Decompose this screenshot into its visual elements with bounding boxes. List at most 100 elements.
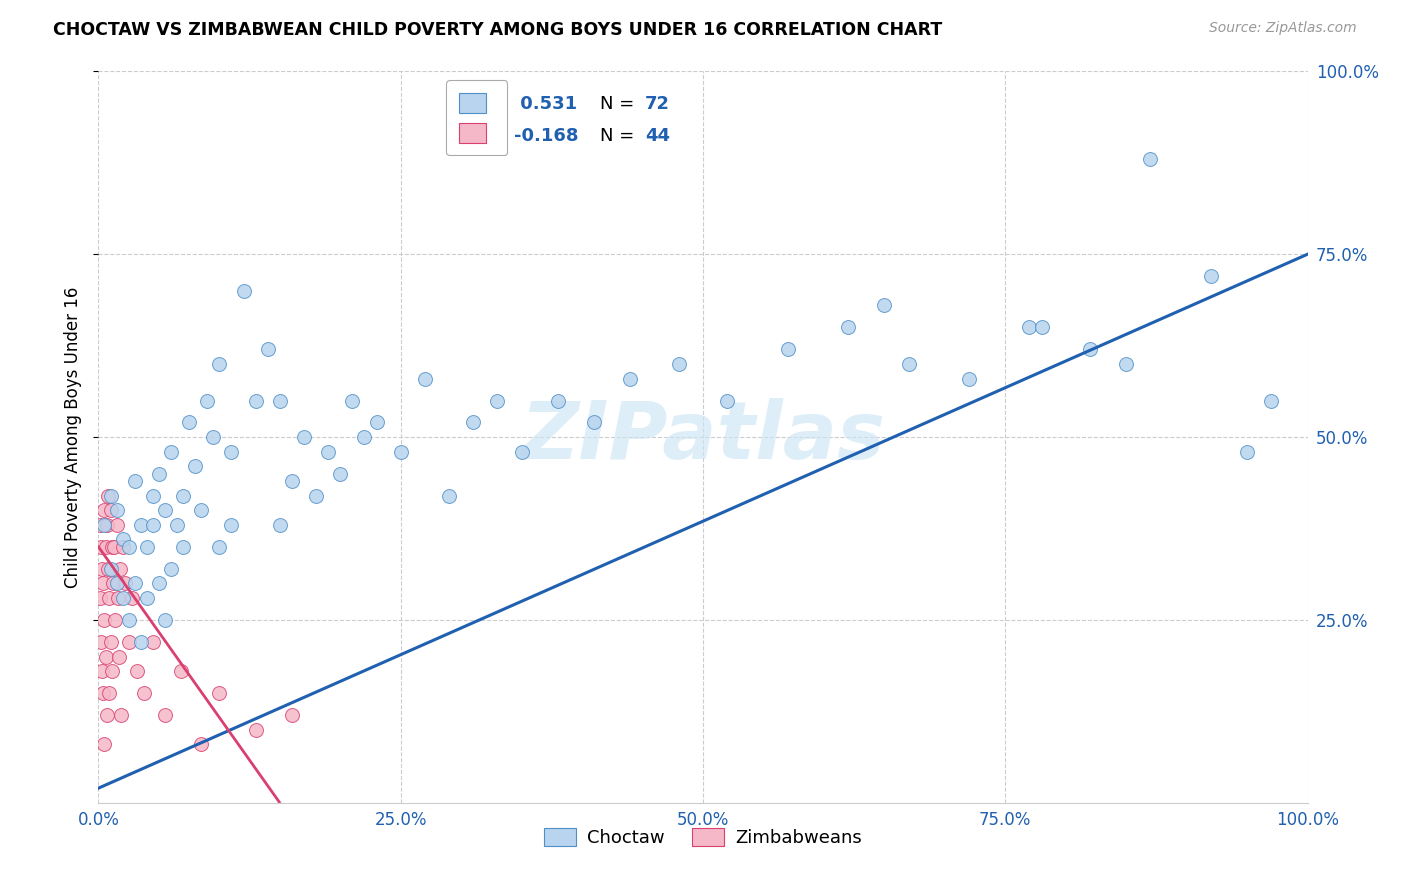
Point — [256, 343, 278, 357]
Point — [142, 635, 165, 649]
Text: 44: 44 — [645, 127, 671, 145]
Point — [100, 635, 122, 649]
Point — [89, 517, 111, 532]
Point — [463, 416, 485, 430]
Text: 0.531: 0.531 — [515, 95, 578, 113]
Point — [389, 444, 412, 458]
Text: R =: R = — [471, 95, 510, 113]
Point — [202, 430, 225, 444]
Point — [94, 649, 117, 664]
Point — [96, 708, 118, 723]
Point — [100, 664, 122, 678]
Point — [1199, 269, 1222, 284]
Point — [160, 444, 183, 458]
Point — [94, 540, 117, 554]
Point — [96, 517, 118, 532]
Point — [208, 540, 231, 554]
Point — [437, 489, 460, 503]
Point — [135, 591, 157, 605]
Point — [97, 489, 120, 503]
Point — [269, 393, 291, 408]
Point — [90, 540, 112, 554]
Point — [124, 474, 146, 488]
Point — [101, 576, 124, 591]
Point — [510, 444, 533, 458]
Point — [142, 489, 165, 503]
Point — [1031, 320, 1053, 334]
Point — [118, 635, 141, 649]
Point — [1078, 343, 1101, 357]
Point — [100, 540, 122, 554]
Point — [873, 298, 896, 312]
Text: 72: 72 — [645, 95, 671, 113]
Text: ZIPatlas: ZIPatlas — [520, 398, 886, 476]
Point — [1115, 357, 1137, 371]
Point — [245, 393, 267, 408]
Point — [118, 540, 141, 554]
Point — [329, 467, 352, 481]
Point — [124, 576, 146, 591]
Point — [129, 517, 152, 532]
Point — [93, 517, 115, 532]
Point — [413, 371, 436, 385]
Point — [292, 430, 315, 444]
Point — [93, 737, 115, 751]
Point — [342, 393, 364, 408]
Point — [153, 613, 176, 627]
Point — [98, 591, 121, 605]
Legend: Choctaw, Zimbabweans: Choctaw, Zimbabweans — [534, 819, 872, 856]
Point — [98, 686, 121, 700]
Point — [179, 416, 201, 430]
Y-axis label: Child Poverty Among Boys Under 16: Child Poverty Among Boys Under 16 — [65, 286, 83, 588]
Point — [1236, 444, 1258, 458]
Point — [366, 416, 388, 430]
Point — [104, 613, 127, 627]
Point — [221, 517, 243, 532]
Point — [91, 664, 114, 678]
Point — [281, 708, 304, 723]
Point — [232, 284, 254, 298]
Point — [776, 343, 799, 357]
Point — [118, 613, 141, 627]
Text: Source: ZipAtlas.com: Source: ZipAtlas.com — [1209, 21, 1357, 35]
Text: N =: N = — [600, 95, 640, 113]
Point — [190, 737, 212, 751]
Point — [1139, 152, 1161, 166]
Point — [148, 576, 170, 591]
Point — [305, 489, 328, 503]
Point — [108, 562, 131, 576]
Point — [111, 540, 134, 554]
Point — [111, 533, 134, 547]
Point — [91, 576, 114, 591]
Point — [111, 591, 134, 605]
Point — [134, 686, 156, 700]
Point — [169, 664, 191, 678]
Point — [90, 635, 112, 649]
Point — [897, 357, 920, 371]
Point — [103, 540, 125, 554]
Point — [1018, 320, 1040, 334]
Point — [353, 430, 375, 444]
Point — [1260, 393, 1282, 408]
Point — [583, 416, 606, 430]
Point — [245, 723, 267, 737]
Point — [97, 562, 120, 576]
Point — [93, 503, 115, 517]
Text: R =: R = — [471, 127, 510, 145]
Point — [153, 503, 176, 517]
Point — [135, 540, 157, 554]
Point — [208, 686, 231, 700]
Point — [89, 591, 111, 605]
Point — [93, 613, 115, 627]
Point — [100, 489, 122, 503]
Point — [184, 459, 207, 474]
Point — [142, 517, 165, 532]
Point — [107, 591, 129, 605]
Point — [100, 562, 122, 576]
Point — [91, 686, 114, 700]
Point — [114, 576, 136, 591]
Point — [105, 576, 128, 591]
Point — [110, 708, 132, 723]
Point — [208, 357, 231, 371]
Point — [486, 393, 509, 408]
